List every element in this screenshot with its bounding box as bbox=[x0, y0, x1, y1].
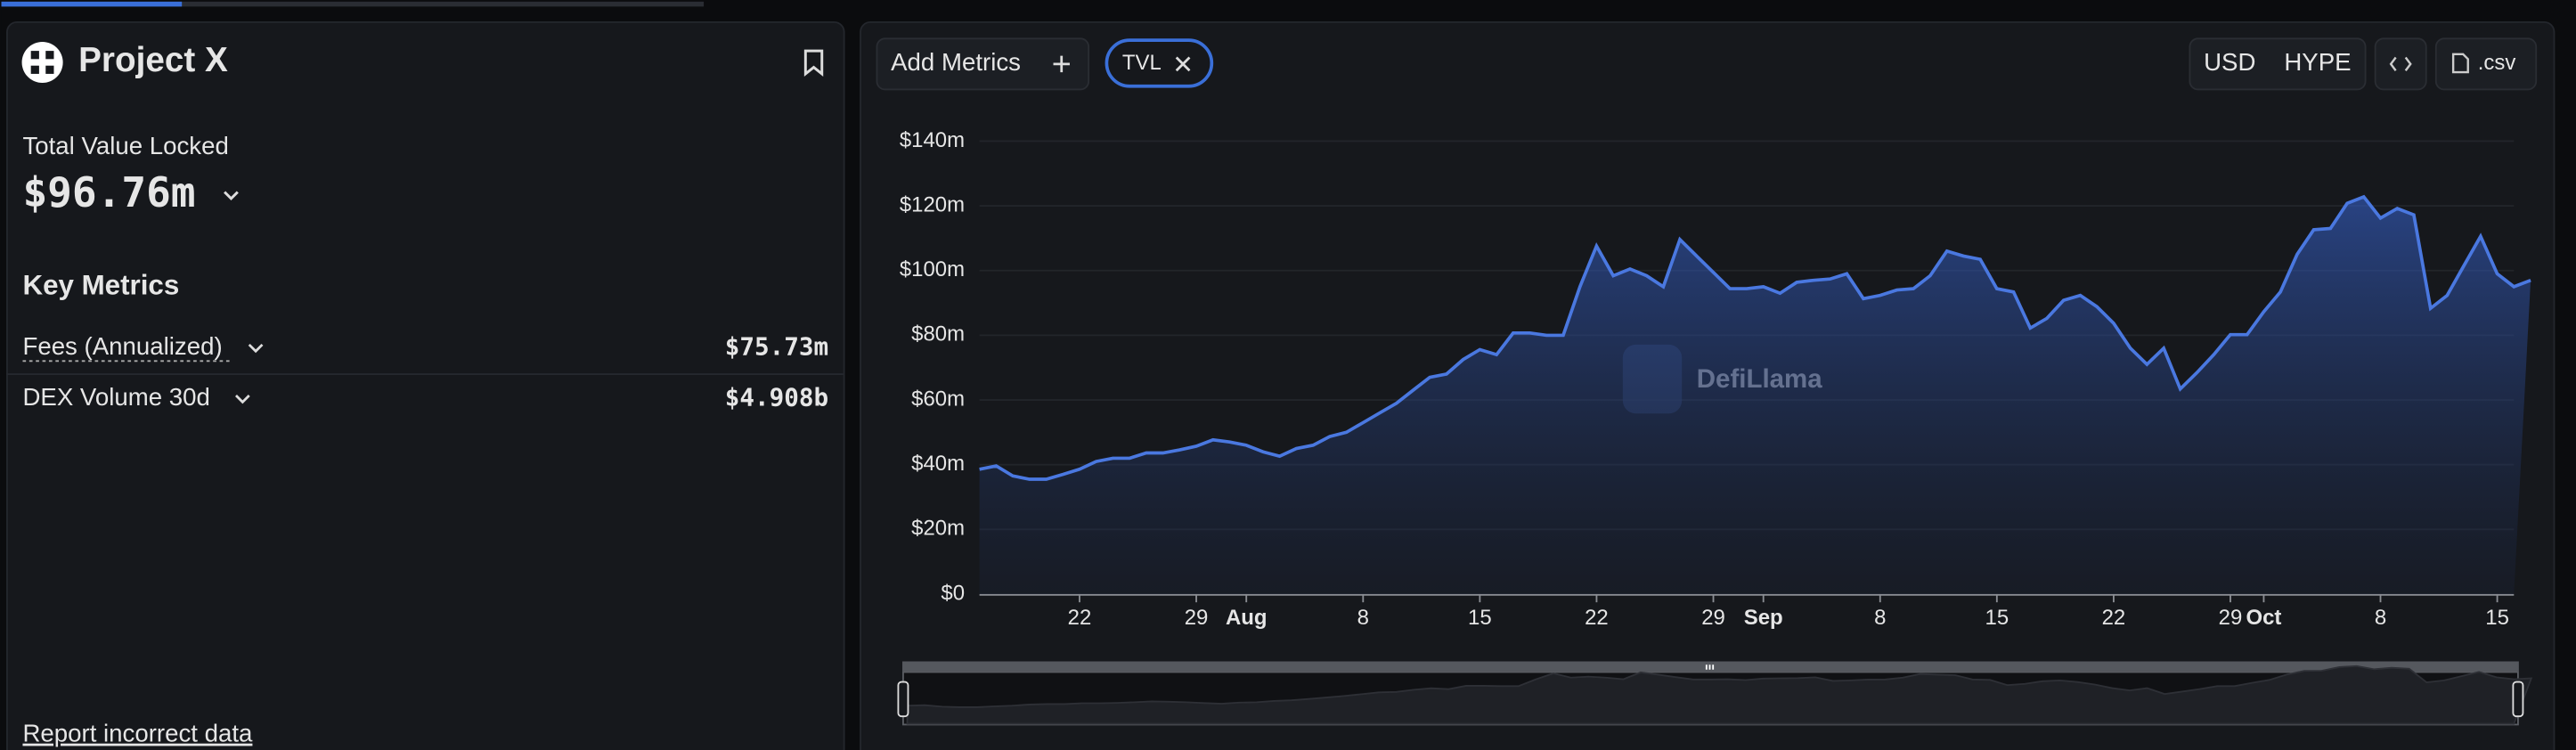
csv-button[interactable] bbox=[2434, 37, 2538, 91]
x-tick-label: 15 bbox=[1985, 606, 2009, 630]
y-tick-label: $80m bbox=[911, 322, 965, 346]
progress-track bbox=[1, 1, 705, 7]
currency-toggle bbox=[2189, 37, 2367, 91]
embed-icon bbox=[2389, 56, 2412, 71]
x-tick-label: 22 bbox=[1068, 606, 1092, 630]
plus-icon[interactable] bbox=[1053, 55, 1070, 73]
metric-chip[interactable] bbox=[1105, 38, 1214, 88]
x-tick-label: 15 bbox=[2485, 606, 2509, 630]
currency-option[interactable]: HYPE bbox=[2284, 48, 2351, 76]
metric-label[interactable]: Fees (Annualized) bbox=[22, 332, 222, 360]
x-tick-label: Oct bbox=[2246, 606, 2281, 630]
brush-area bbox=[906, 664, 2533, 725]
embed-button[interactable] bbox=[2374, 37, 2427, 91]
x-tick-label: 15 bbox=[1468, 606, 1492, 630]
x-tick-label: 29 bbox=[1701, 606, 1725, 630]
sidebar-panel bbox=[6, 20, 845, 750]
x-tick-label: 8 bbox=[1357, 606, 1369, 630]
area-fill bbox=[979, 196, 2531, 594]
metric-value: $4.908b bbox=[725, 383, 828, 412]
y-tick-label: $120m bbox=[900, 192, 965, 216]
project-logo bbox=[21, 41, 63, 84]
file-icon bbox=[2451, 53, 2469, 74]
y-tick-label: $0 bbox=[941, 581, 965, 605]
plot-area: $0 $20m $40m $60m $80m $100m $120m $140m 22 29 Aug… bbox=[900, 128, 2531, 630]
currency-option[interactable]: USD bbox=[2204, 48, 2255, 76]
project-title: Project X bbox=[78, 41, 228, 79]
key-metrics-title: Key Metrics bbox=[22, 270, 179, 301]
y-tick-label: $60m bbox=[911, 387, 965, 411]
x-tick-label: Aug bbox=[1226, 606, 1268, 630]
x-tick-label: 8 bbox=[2375, 606, 2386, 630]
x-tick-label: 22 bbox=[2102, 606, 2126, 630]
metric-chevron[interactable] bbox=[248, 343, 264, 354]
x-tick-label: Sep bbox=[1744, 606, 1783, 630]
logo-marks bbox=[30, 51, 54, 74]
x-tick-label: 8 bbox=[1874, 606, 1886, 630]
x-tick-label: 22 bbox=[1585, 606, 1609, 630]
remove-icon[interactable] bbox=[1175, 56, 1191, 72]
y-tick-label: $40m bbox=[911, 452, 965, 476]
metric-chip-label: TVL bbox=[1122, 51, 1162, 75]
progress-bar bbox=[1, 1, 183, 7]
metric-label[interactable]: DEX Volume 30d bbox=[22, 383, 209, 411]
brush-preview bbox=[906, 664, 2533, 725]
metric-value: $75.73m bbox=[725, 332, 828, 362]
bookmark-button[interactable] bbox=[803, 49, 824, 77]
brush-grip bbox=[1705, 664, 1715, 670]
y-tick-label: $100m bbox=[900, 257, 965, 281]
y-tick-label: $20m bbox=[911, 517, 965, 541]
y-tick-label: $140m bbox=[900, 128, 965, 152]
x-tick-label: 29 bbox=[1185, 606, 1209, 630]
tvl-label: Total Value Locked bbox=[22, 132, 228, 159]
x-tick-label: 29 bbox=[2219, 606, 2243, 630]
line bbox=[979, 194, 2531, 481]
tvl-value[interactable]: $96.76m bbox=[22, 168, 195, 216]
brush-handle[interactable] bbox=[897, 681, 909, 718]
report-link[interactable]: Report incorrect data bbox=[22, 720, 253, 747]
metric-chevron[interactable] bbox=[235, 395, 250, 404]
brush-handle[interactable] bbox=[2512, 681, 2524, 718]
csv-label[interactable]: .csv bbox=[2478, 51, 2516, 75]
add-metrics-label[interactable]: Add Metrics bbox=[891, 48, 1021, 76]
tvl-chevron[interactable] bbox=[224, 191, 239, 201]
add-metrics-button[interactable] bbox=[876, 37, 1090, 91]
